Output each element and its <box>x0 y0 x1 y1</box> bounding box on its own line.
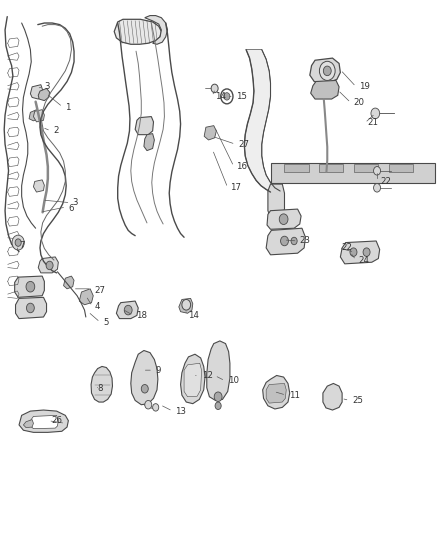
Circle shape <box>374 183 381 192</box>
Polygon shape <box>207 341 230 400</box>
Text: 13: 13 <box>175 407 186 416</box>
Text: 19: 19 <box>359 82 370 91</box>
Text: 14: 14 <box>188 311 199 320</box>
Text: 20: 20 <box>353 98 364 107</box>
Polygon shape <box>266 228 305 255</box>
Polygon shape <box>144 134 154 151</box>
Text: 26: 26 <box>51 416 62 425</box>
Text: 11: 11 <box>289 391 300 400</box>
Polygon shape <box>389 164 413 172</box>
Polygon shape <box>15 297 46 319</box>
Text: 6: 6 <box>68 204 74 213</box>
Polygon shape <box>184 364 201 397</box>
Polygon shape <box>271 163 435 182</box>
Polygon shape <box>23 419 33 427</box>
Text: 14: 14 <box>215 92 226 101</box>
Text: 5: 5 <box>103 318 109 327</box>
Polygon shape <box>319 164 343 172</box>
Text: 10: 10 <box>228 376 239 385</box>
Text: 1: 1 <box>65 102 71 111</box>
Circle shape <box>350 248 357 256</box>
Circle shape <box>152 403 159 411</box>
Circle shape <box>279 214 288 224</box>
Polygon shape <box>114 19 161 44</box>
Circle shape <box>323 66 331 76</box>
Polygon shape <box>311 80 339 99</box>
Text: 27: 27 <box>239 140 250 149</box>
Circle shape <box>221 89 233 104</box>
Polygon shape <box>135 117 153 135</box>
Circle shape <box>15 239 21 246</box>
Text: 12: 12 <box>201 371 212 380</box>
Polygon shape <box>117 301 138 319</box>
Polygon shape <box>310 58 340 83</box>
Circle shape <box>214 392 222 401</box>
Circle shape <box>363 248 370 256</box>
Text: 2: 2 <box>53 126 59 135</box>
Text: 17: 17 <box>230 183 241 192</box>
Circle shape <box>374 166 381 175</box>
Polygon shape <box>285 164 308 172</box>
Polygon shape <box>14 276 44 297</box>
Text: 7: 7 <box>19 241 25 250</box>
Polygon shape <box>33 110 44 122</box>
Polygon shape <box>64 276 74 289</box>
Circle shape <box>12 235 24 250</box>
Polygon shape <box>91 367 113 402</box>
Polygon shape <box>29 110 39 121</box>
Text: 25: 25 <box>352 396 363 405</box>
Circle shape <box>46 261 53 270</box>
Polygon shape <box>180 354 205 403</box>
Polygon shape <box>38 88 49 101</box>
Polygon shape <box>267 209 301 229</box>
Circle shape <box>224 93 230 100</box>
Polygon shape <box>30 415 58 429</box>
Circle shape <box>145 400 152 409</box>
Text: 16: 16 <box>237 162 247 171</box>
Circle shape <box>291 237 297 245</box>
Text: 3: 3 <box>73 198 78 207</box>
Circle shape <box>215 402 221 409</box>
Polygon shape <box>33 180 44 192</box>
Text: 22: 22 <box>341 244 352 253</box>
Polygon shape <box>145 15 167 44</box>
Polygon shape <box>131 351 158 405</box>
Polygon shape <box>204 126 216 140</box>
Text: 24: 24 <box>359 256 370 264</box>
Polygon shape <box>38 257 58 273</box>
Polygon shape <box>179 298 193 313</box>
Circle shape <box>26 303 34 313</box>
Text: 15: 15 <box>237 92 247 101</box>
Circle shape <box>26 281 35 292</box>
Circle shape <box>281 236 288 246</box>
Text: 27: 27 <box>95 286 106 295</box>
Text: 21: 21 <box>367 118 378 127</box>
Text: 8: 8 <box>98 384 103 393</box>
Polygon shape <box>354 164 378 172</box>
Text: 4: 4 <box>95 302 100 311</box>
Text: 9: 9 <box>155 366 161 375</box>
Polygon shape <box>340 241 380 264</box>
Polygon shape <box>263 375 290 409</box>
Circle shape <box>319 61 335 80</box>
Polygon shape <box>19 410 68 432</box>
Polygon shape <box>266 383 286 403</box>
Polygon shape <box>323 383 342 410</box>
Polygon shape <box>244 50 275 192</box>
Text: 18: 18 <box>136 311 147 320</box>
Circle shape <box>182 300 191 310</box>
Text: 23: 23 <box>300 237 311 246</box>
Circle shape <box>141 384 148 393</box>
Text: 3: 3 <box>44 82 50 91</box>
Polygon shape <box>79 289 93 305</box>
Circle shape <box>124 305 132 315</box>
Circle shape <box>211 84 218 93</box>
Circle shape <box>371 108 380 119</box>
Polygon shape <box>30 85 42 99</box>
Polygon shape <box>268 184 285 217</box>
Text: 22: 22 <box>381 177 392 186</box>
